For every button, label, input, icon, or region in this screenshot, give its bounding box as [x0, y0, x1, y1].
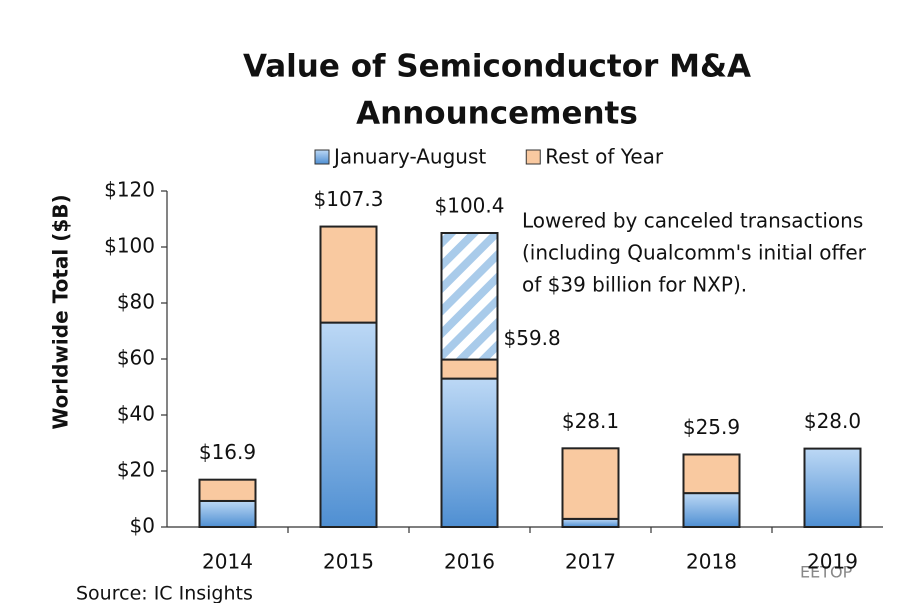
- y-tick-label: $40: [117, 402, 155, 426]
- annotation: $59.8: [504, 326, 561, 350]
- bar-segment: [198, 499, 257, 528]
- source: Source: IC Insights: [76, 583, 253, 603]
- bar-segment: [319, 225, 378, 324]
- y-tick-label: $60: [117, 346, 155, 370]
- y-tick-label: $120: [104, 178, 155, 202]
- bar-segment: [440, 358, 499, 380]
- total-label: $28.0: [804, 409, 861, 433]
- bar-segment: [682, 453, 741, 495]
- chart-title: Value of Semiconductor M&A: [243, 49, 751, 85]
- total-label: $107.3: [314, 187, 384, 211]
- bar-segment: [682, 492, 741, 528]
- bar-segment: [440, 232, 499, 361]
- x-tick-label: 2016: [444, 550, 495, 574]
- legend-label: Rest of Year: [545, 145, 664, 169]
- y-axis-label: Worldwide Total ($B): [49, 194, 73, 429]
- total-label: $16.9: [199, 440, 256, 464]
- watermark: EETOP: [800, 563, 853, 582]
- bar-segment: [561, 517, 620, 529]
- legend-label: January-August: [332, 145, 486, 169]
- x-tick-label: 2018: [686, 550, 737, 574]
- bar-segment: [561, 447, 620, 520]
- bar-segment: [803, 447, 862, 529]
- annotation: (including Qualcomm's initial offer: [522, 241, 867, 265]
- x-tick-label: 2014: [202, 550, 253, 574]
- x-tick-label: 2017: [565, 550, 616, 574]
- total-label: $28.1: [562, 409, 619, 433]
- y-tick-label: $100: [104, 234, 155, 258]
- y-tick-label: $0: [130, 514, 155, 538]
- legend-swatch: [525, 149, 541, 165]
- chart-title: Announcements: [356, 96, 638, 132]
- annotation: Lowered by canceled transactions: [522, 209, 863, 233]
- bar-segment: [319, 321, 378, 528]
- x-tick-label: 2019: [807, 550, 858, 574]
- x-tick-label: 2015: [323, 550, 374, 574]
- y-tick-label: $20: [117, 458, 155, 482]
- legend-swatch: [314, 149, 330, 165]
- bar-segment: [440, 377, 499, 528]
- y-tick-label: $80: [117, 290, 155, 314]
- annotation: of $39 billion for NXP).: [522, 273, 747, 297]
- bar-segment: [198, 478, 257, 502]
- total-label: $25.9: [683, 415, 740, 439]
- total-label: $100.4: [435, 194, 505, 218]
